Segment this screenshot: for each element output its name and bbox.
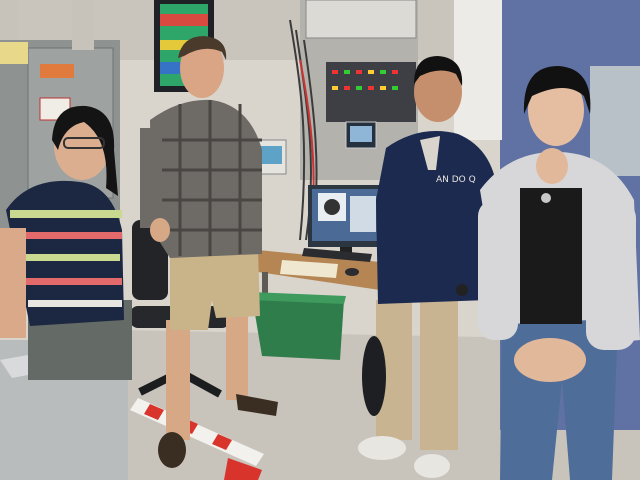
binder <box>280 260 338 278</box>
person-4-pendant <box>541 193 551 203</box>
person-4 <box>478 66 640 480</box>
person-4-arm-r <box>586 200 636 350</box>
person-1 <box>0 105 132 380</box>
person-4-hair <box>523 66 591 114</box>
person-3: AN DO Q <box>358 56 498 478</box>
person-3-shoe-r <box>414 454 450 478</box>
screen-panel <box>350 196 376 232</box>
rack-leds <box>332 70 398 90</box>
pipe-left <box>0 0 18 40</box>
rack-module-top <box>305 0 417 39</box>
person-3-face <box>414 62 462 122</box>
person-1-stripe-b <box>14 232 122 239</box>
person-2-shoe-r <box>236 394 278 416</box>
pipe-mid <box>72 0 94 50</box>
person-2-leg-l <box>166 320 190 440</box>
person-2-arm-l <box>140 128 162 228</box>
person-4-face <box>528 74 584 146</box>
person-3-watch <box>456 284 468 296</box>
person-1-stripe-d <box>24 278 122 285</box>
keyboard <box>302 248 372 262</box>
person-3-collar <box>420 136 440 170</box>
person-1-glasses <box>63 137 105 149</box>
hoodie-logo: AN DO Q <box>436 175 476 185</box>
green-bin-top <box>250 292 346 304</box>
person-2-hair <box>178 36 227 60</box>
person-4-top <box>520 188 582 324</box>
person-2-hand <box>150 218 170 242</box>
person-4-neck <box>536 148 568 184</box>
person-1-stripe-a <box>10 210 122 218</box>
person-3-hair <box>414 56 463 86</box>
small-screen-display <box>350 126 372 142</box>
person-3-shoe-l <box>358 436 406 460</box>
person-2-shorts <box>170 248 260 330</box>
monitor-stand <box>340 247 352 255</box>
person-2-face <box>180 38 224 98</box>
white-board <box>454 0 502 140</box>
person-4-arm-l <box>478 200 518 340</box>
screen-circle <box>324 199 340 215</box>
person-4-hands <box>514 338 586 382</box>
green-bin <box>252 296 344 360</box>
person-3-leg-r <box>420 300 458 450</box>
orange-sticker <box>40 64 74 78</box>
person-2-shoe-l <box>158 432 186 468</box>
mouse <box>345 268 359 276</box>
person-1-arm <box>0 228 26 338</box>
person-2-leg-r <box>226 310 248 400</box>
monitor-band-red <box>160 14 208 26</box>
person-1-stripe-c <box>20 254 120 261</box>
person-1-hair <box>52 105 118 196</box>
device-screen <box>256 146 282 164</box>
person-1-stripe-e <box>28 300 122 307</box>
person-2 <box>140 36 278 468</box>
backpack <box>362 336 386 416</box>
yellow-label <box>0 42 28 64</box>
door-window <box>590 66 640 176</box>
